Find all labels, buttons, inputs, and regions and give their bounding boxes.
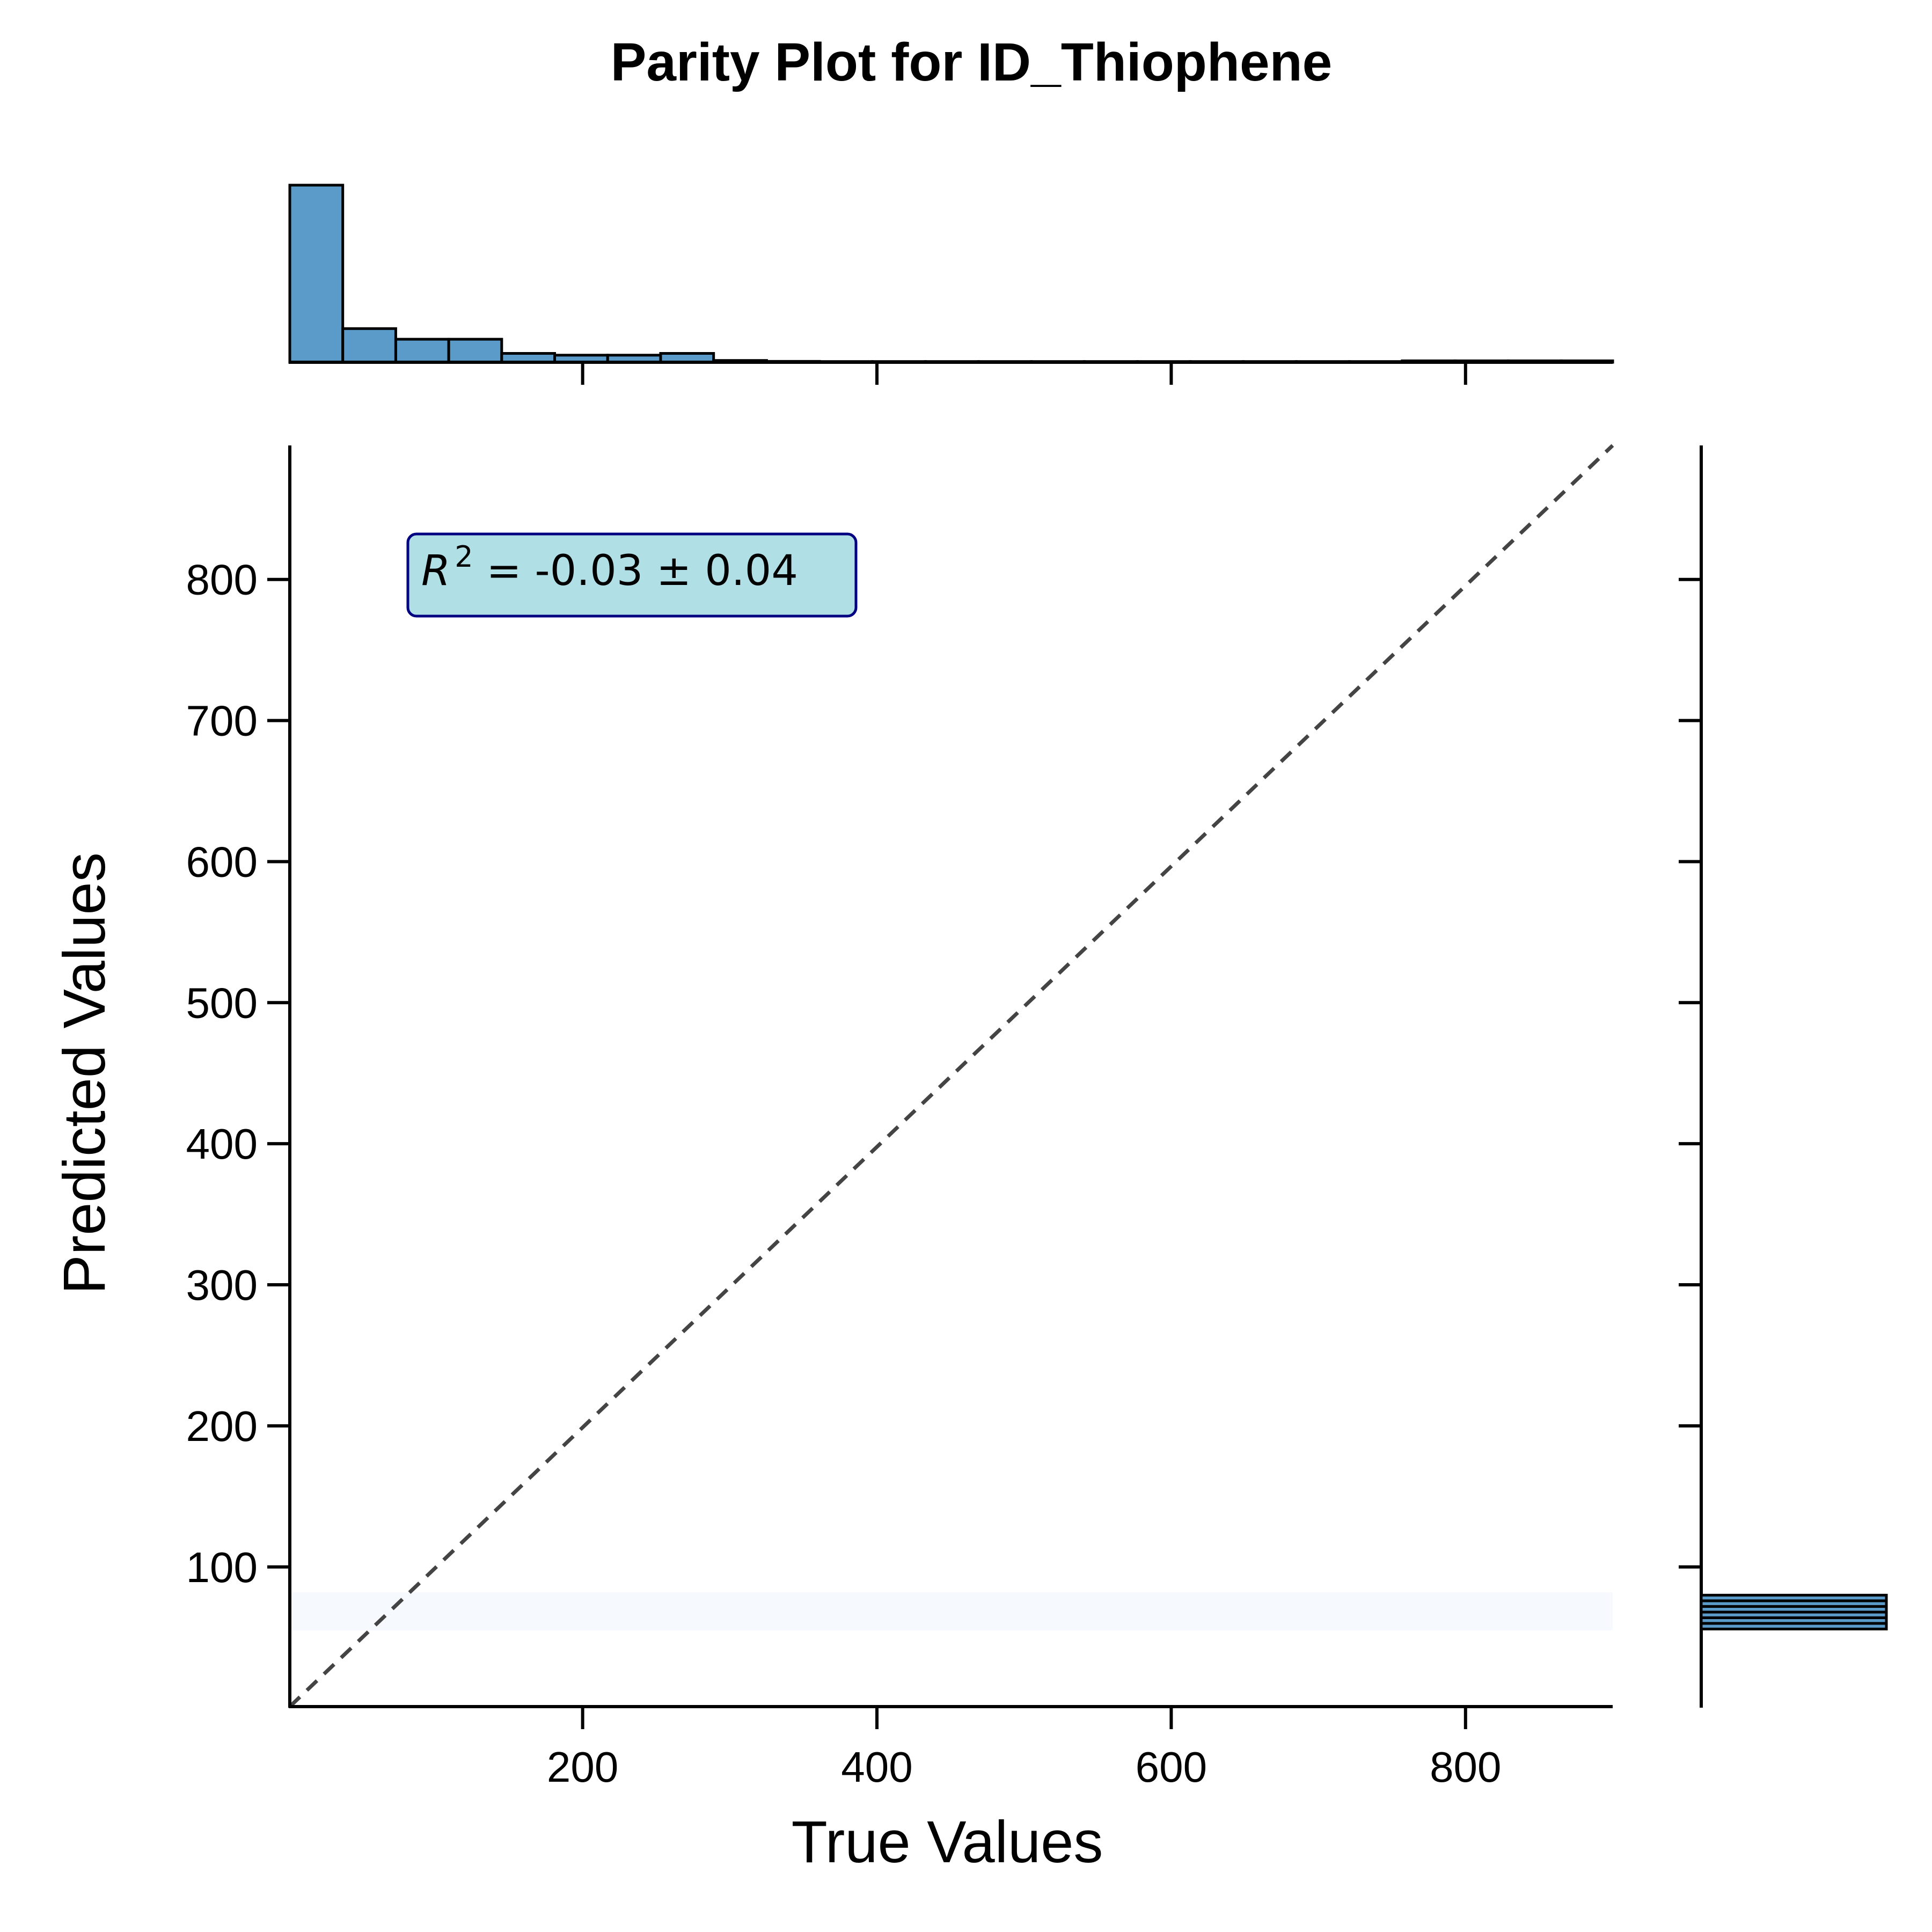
x-axis-label: True Values [792,1809,1103,1875]
y-tick-label: 100 [186,1543,258,1591]
top-histogram [288,184,1614,385]
prediction-band [290,1592,1613,1631]
r2-exponent: 2 [455,540,473,574]
right-histogram [1679,445,1888,1708]
top-hist-bar [288,184,345,364]
y-tick-label: 700 [186,697,258,745]
y-tick-label: 400 [186,1120,258,1168]
right-hist-bar [1700,1593,1888,1602]
top-hist-bar [447,338,503,364]
x-tick-label: 200 [547,1743,618,1791]
y-tick-label: 300 [186,1261,258,1309]
svg-text:R2 = -0.03 ± 0.04: R2 = -0.03 ± 0.04 [421,540,798,595]
y-tick-label: 200 [186,1402,258,1450]
x-tick-label: 400 [841,1743,912,1791]
y-tick-label: 800 [186,556,258,604]
x-tick-label: 800 [1430,1743,1501,1791]
y-axis-label: Predicted Values [52,852,118,1294]
chart-title: Parity Plot for ID_Thiophene [611,32,1333,92]
x-tick-label: 600 [1136,1743,1207,1791]
parity-line [288,444,1614,1708]
r2-annotation-box [406,532,858,618]
top-hist-bar [394,338,450,364]
y-tick-label: 500 [186,979,258,1027]
r2-symbol: R [421,547,450,595]
y-tick-label: 600 [186,838,258,885]
top-hist-bar [341,327,397,364]
r2-value: = -0.03 ± 0.04 [473,547,798,595]
main-plot: 200 400 600 800 100 200 300 400 500 600 700 800 [186,444,1614,1791]
